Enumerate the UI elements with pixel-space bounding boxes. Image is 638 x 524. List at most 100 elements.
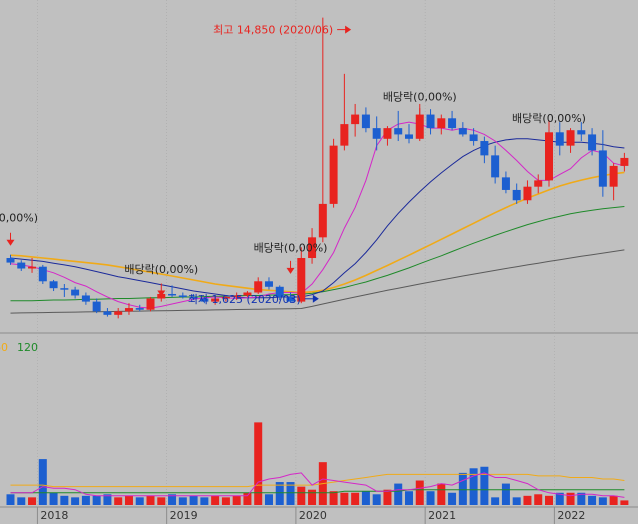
dividend-label: 배당락(0,00%) xyxy=(124,263,198,276)
volume-bar xyxy=(404,491,413,505)
candle-body xyxy=(469,134,478,142)
candle-body xyxy=(114,311,123,315)
candle xyxy=(17,260,26,271)
dividend-arrow-head xyxy=(286,267,295,274)
candle-body xyxy=(448,118,457,129)
volume-bar xyxy=(491,497,500,505)
candle xyxy=(297,247,306,304)
volume-bar xyxy=(103,494,112,505)
candle-body xyxy=(221,296,230,299)
candle-body xyxy=(189,296,198,299)
candle xyxy=(286,292,295,303)
candle-body xyxy=(329,145,338,204)
candle xyxy=(254,277,263,294)
candle xyxy=(168,285,177,297)
price-ma240-line xyxy=(10,249,625,314)
candle xyxy=(221,295,230,302)
candle xyxy=(404,124,413,144)
volume-bar xyxy=(6,494,15,505)
volume-bar xyxy=(189,495,198,505)
candle-body xyxy=(318,203,327,238)
candle-body xyxy=(168,293,177,296)
volume-bar xyxy=(254,422,263,505)
candle xyxy=(308,228,317,264)
candle-body xyxy=(49,281,58,289)
volume-bar xyxy=(480,466,489,505)
volume-bar xyxy=(394,483,403,505)
candle-body xyxy=(200,298,209,302)
volume-bar xyxy=(426,491,435,505)
dividend-arrow-head xyxy=(157,290,166,297)
candle xyxy=(372,116,381,151)
candle xyxy=(81,292,90,305)
candle xyxy=(189,293,198,301)
volume-bar xyxy=(49,492,58,505)
volume-bar xyxy=(340,492,349,505)
volume-bar xyxy=(200,497,209,505)
low-price-annotation: 최저 1,625 (2020/03) xyxy=(188,293,301,306)
candle xyxy=(71,286,80,299)
candle xyxy=(448,110,457,131)
candle xyxy=(340,73,349,151)
candle xyxy=(351,103,360,137)
volume-bar xyxy=(124,495,133,505)
candle-body xyxy=(135,308,144,310)
candle xyxy=(598,130,607,197)
volume-bar xyxy=(71,497,80,505)
volume-bar xyxy=(469,468,478,505)
x-axis-tick-labels: 2018 2019 2020 2021 2022 xyxy=(36,507,585,524)
candle-body xyxy=(437,118,446,129)
candle xyxy=(318,17,327,243)
volume-bar xyxy=(264,494,273,505)
price-ma20-line xyxy=(10,138,625,299)
candle xyxy=(555,122,564,156)
candle-body xyxy=(577,130,586,135)
volume-bar xyxy=(157,497,166,505)
x-gridlines xyxy=(37,0,555,507)
candle xyxy=(92,298,101,314)
volume-bar xyxy=(448,492,457,505)
volume-bar xyxy=(383,489,392,505)
volume-bar xyxy=(275,482,284,505)
candle-body xyxy=(60,288,69,290)
candle xyxy=(469,128,478,146)
volume-ma60-line xyxy=(10,473,625,488)
candle-body xyxy=(361,114,370,129)
candle xyxy=(264,277,273,290)
candle xyxy=(178,292,187,299)
dividend-arrow-head xyxy=(415,115,424,122)
candle-body xyxy=(351,114,360,125)
candle-body xyxy=(297,258,306,302)
candle-body xyxy=(394,128,403,135)
volume-bar xyxy=(566,492,575,505)
candle-body xyxy=(545,132,553,181)
volume-bar xyxy=(351,492,360,505)
volume-bar xyxy=(458,472,467,505)
x-tick-label: 2022 xyxy=(557,509,585,522)
volume-bar xyxy=(437,483,446,505)
candle-body xyxy=(566,130,575,146)
candle xyxy=(609,163,618,201)
candle xyxy=(135,304,144,312)
volume-legend-item: 120 xyxy=(17,341,38,354)
candle-body xyxy=(480,141,489,156)
candle-body xyxy=(458,128,467,135)
volume-bar xyxy=(178,497,187,505)
x-tick-label: 2018 xyxy=(40,509,68,522)
candle xyxy=(60,284,69,297)
x-tick-label: 2021 xyxy=(428,509,456,522)
volume-bar xyxy=(523,495,532,505)
volume-bar xyxy=(588,495,597,505)
candle xyxy=(38,264,47,285)
candle xyxy=(437,114,446,135)
candle xyxy=(394,110,403,142)
candle-body xyxy=(178,295,187,297)
high-price-annotation: 최고 14,850 (2020/06) xyxy=(213,24,333,37)
volume-bar xyxy=(232,495,241,505)
price-moving-average-lines xyxy=(10,121,625,314)
candle-body xyxy=(28,266,37,269)
annotation-arrow-head xyxy=(312,294,319,303)
volume-bar xyxy=(372,494,381,505)
